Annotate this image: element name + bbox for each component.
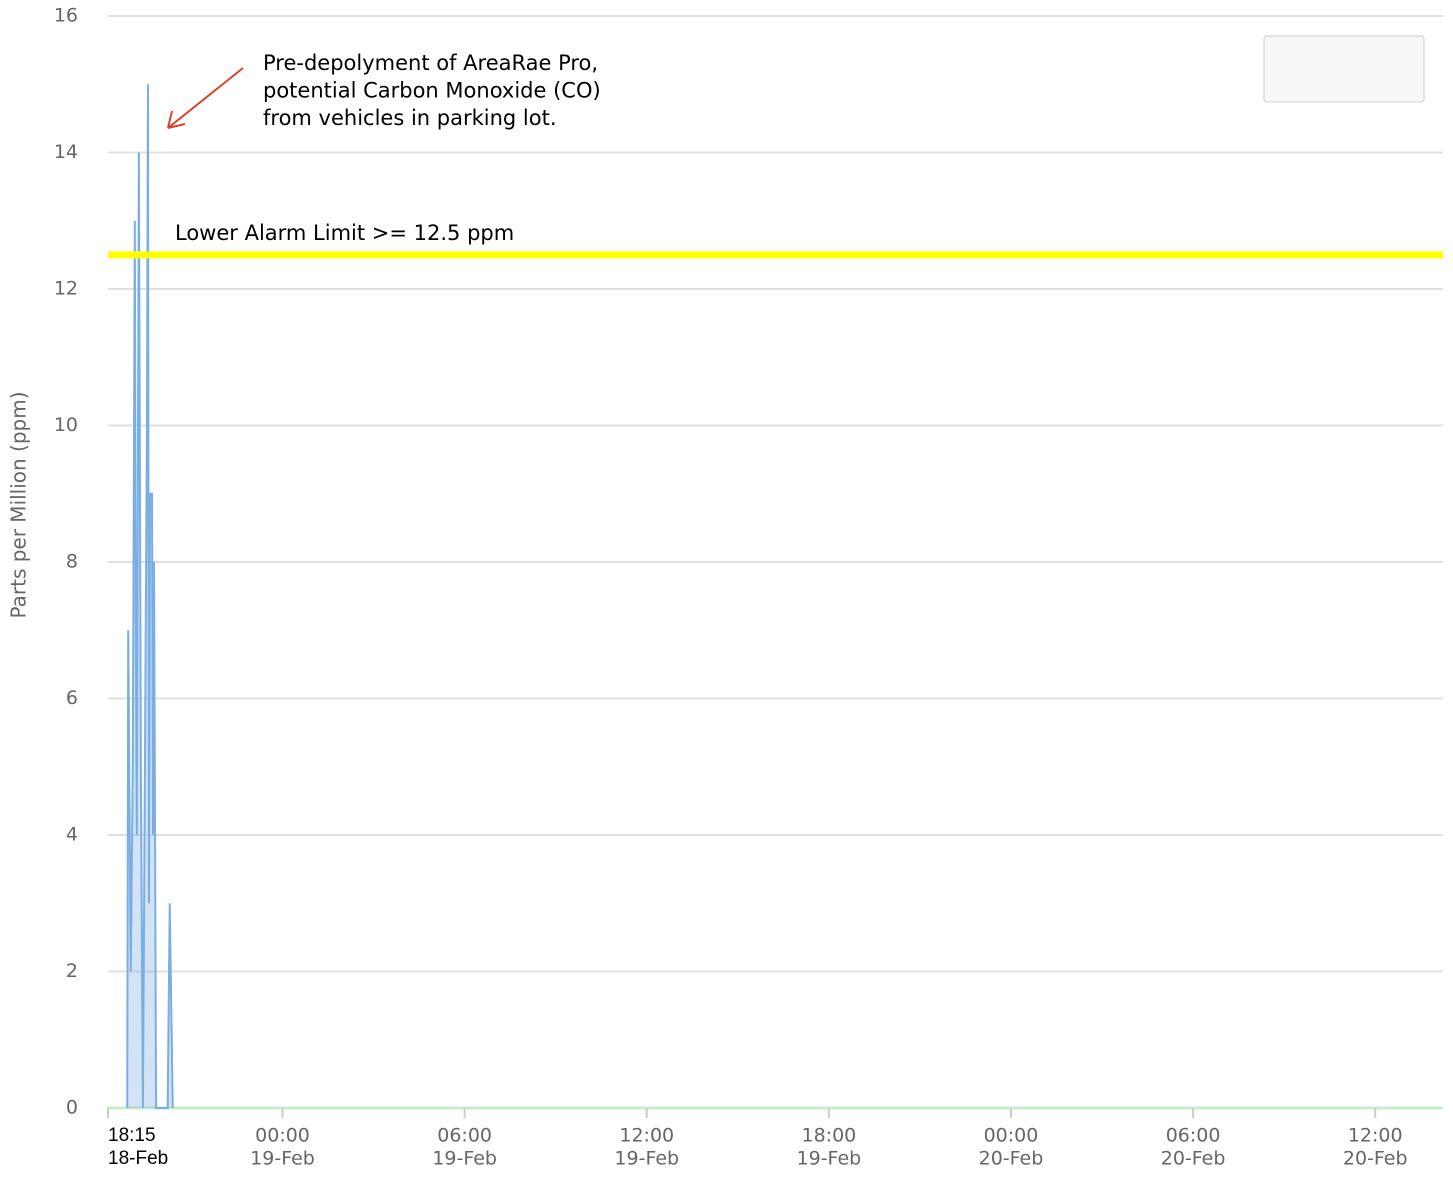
y-tick-label: 8: [66, 551, 78, 573]
series-line: [126, 84, 174, 1109]
legend-box: [1263, 35, 1425, 103]
x-tick-label: 19-Feb: [614, 1148, 679, 1170]
x-tick-label: 20-Feb: [979, 1148, 1044, 1170]
annotation-text: from vehicles in parking lot.: [263, 106, 557, 130]
x-tick-label: 06:00: [437, 1125, 492, 1147]
y-tick-label: 10: [54, 414, 78, 436]
x-tick-label: 18:00: [801, 1125, 856, 1147]
annotation-arrow: [167, 67, 244, 129]
y-axis-label: Parts per Million (ppm): [7, 391, 31, 618]
y-tick-label: 0: [66, 1097, 78, 1119]
x-tick-label: 12:00: [619, 1125, 674, 1147]
y-tick-label: 4: [66, 824, 78, 846]
y-tick-label: 14: [54, 141, 78, 163]
x-tick-label: 19-Feb: [797, 1148, 862, 1170]
x-tick-label: 20-Feb: [1343, 1148, 1408, 1170]
x-tick-label: 00:00: [984, 1125, 1039, 1147]
y-tick-label: 16: [54, 5, 78, 27]
threshold-label: Lower Alarm Limit >= 12.5 ppm: [175, 221, 514, 245]
x-tick-label: 00:00: [255, 1125, 310, 1147]
x-tick-label: 20-Feb: [1161, 1148, 1226, 1170]
x-tick-label: 18:15: [108, 1125, 156, 1146]
annotation-arrowhead: [167, 110, 186, 129]
x-tick-label: 19-Feb: [250, 1148, 315, 1170]
x-tick-label: 12:00: [1348, 1125, 1403, 1147]
y-tick-label: 2: [66, 960, 78, 982]
x-tick-label: 19-Feb: [432, 1148, 497, 1170]
x-tick-label: 18-Feb: [108, 1148, 168, 1169]
x-tick-label: 06:00: [1166, 1125, 1221, 1147]
y-tick-label: 6: [66, 687, 78, 709]
annotation-text: Pre-depolyment of AreaRae Pro,: [263, 51, 598, 75]
y-tick-label: 12: [54, 278, 78, 300]
annotation-text: potential Carbon Monoxide (CO): [263, 79, 601, 103]
